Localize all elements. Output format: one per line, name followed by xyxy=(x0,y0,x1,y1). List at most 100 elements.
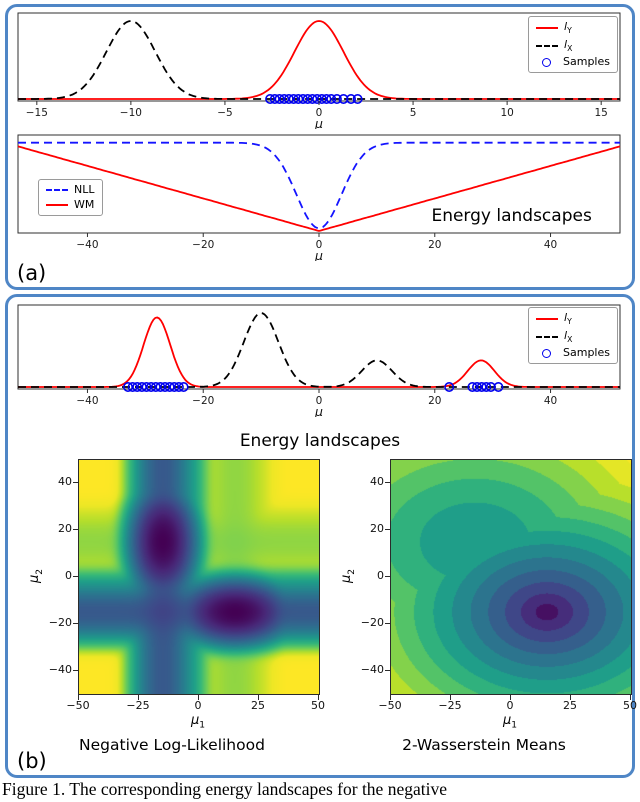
x-tick-mark xyxy=(318,695,319,700)
sample-marker xyxy=(321,94,332,105)
curve-lX xyxy=(18,20,620,100)
sample-marker xyxy=(481,382,492,393)
sample-marker xyxy=(136,382,147,393)
dashed-line-marker xyxy=(46,189,68,192)
x-tick-label: 50 xyxy=(623,699,637,712)
dashed-line-marker xyxy=(536,44,559,47)
sample-marker xyxy=(164,382,175,393)
sample-marker xyxy=(485,382,496,393)
curve-lX xyxy=(18,312,620,388)
x-tick-label: 25 xyxy=(251,699,265,712)
x-tick-mark xyxy=(138,695,139,700)
y-tick-mark xyxy=(73,576,78,577)
sample-marker xyxy=(345,94,356,105)
b-densities-legend: lY lX Samples xyxy=(528,307,618,365)
heatmap-title: 2-Wasserstein Means xyxy=(402,736,566,754)
x-axis-label: μ xyxy=(314,404,323,417)
legend-label: Samples xyxy=(563,55,610,69)
sample-marker xyxy=(132,382,143,393)
y-tick-mark xyxy=(385,529,390,531)
legend-entry: lX xyxy=(536,328,610,345)
sample-marker xyxy=(279,94,290,105)
energy-landscapes-annotation: Energy landscapes xyxy=(431,206,591,226)
legend-entry: Samples xyxy=(536,56,610,68)
x-tick-mark xyxy=(198,695,199,700)
legend-label: NLL xyxy=(74,183,95,196)
sample-marker xyxy=(312,94,323,105)
axes-frame xyxy=(17,134,621,234)
y-tick-label: 40 xyxy=(58,475,72,489)
x-tick-label: 50 xyxy=(311,699,325,712)
sample-marker xyxy=(338,94,349,105)
a-densities-legend: lY lX Samples xyxy=(528,16,618,74)
panel-b: −40 −20 0 20 40 μ lY lX Samples Energy landscape… xyxy=(5,294,637,778)
y-tick-mark xyxy=(73,669,78,671)
legend-label: lY xyxy=(564,20,572,36)
x-tick-label: 20 xyxy=(428,395,441,407)
b-densities-plot: −40 −20 0 20 40 μ xyxy=(17,304,621,419)
x-tick-label: −10 xyxy=(120,107,142,119)
circle-marker xyxy=(542,57,552,67)
legend-entry: Samples xyxy=(536,347,610,359)
sample-marker xyxy=(173,382,184,393)
legend-label: lY xyxy=(564,311,572,327)
x-axis-label: μ1 xyxy=(190,713,206,731)
chart-a-densities: −15 −10 −5 0 5 10 15 μ lY lX Samples xyxy=(14,11,624,131)
y-tick-label: −20 xyxy=(360,615,384,629)
x-tick-label: 10 xyxy=(500,107,513,119)
energy-landscapes-title: Energy landscapes xyxy=(239,431,401,451)
chart-a-energy-landscape: −40 −20 0 20 40 μ Energy landscapes NLL WM xyxy=(14,133,624,263)
y-axis-label: μ2 xyxy=(339,568,357,584)
legend-label: lX xyxy=(564,328,573,344)
sample-marker xyxy=(302,94,313,105)
y-tick-mark xyxy=(385,669,390,671)
x-tick-mark xyxy=(78,695,79,700)
sample-marker xyxy=(265,94,276,105)
sample-marker xyxy=(288,94,299,105)
sample-marker xyxy=(150,382,161,393)
figure-caption: Figure 1. The corresponding energy lands… xyxy=(2,779,447,799)
legend-label: Samples xyxy=(563,346,610,360)
sample-marker xyxy=(169,382,180,393)
x-tick-label: 40 xyxy=(544,395,557,407)
x-tick-mark xyxy=(258,695,259,700)
x-tick-label: 0 xyxy=(316,239,323,251)
x-tick-label: −40 xyxy=(76,395,98,407)
sample-marker xyxy=(155,382,166,393)
legend-entry: lY xyxy=(536,311,610,327)
sample-marker xyxy=(178,382,189,393)
sample-marker xyxy=(471,382,482,393)
x-tick-label: 0 xyxy=(316,107,323,119)
y-tick-label: 40 xyxy=(370,475,384,489)
y-tick-label: −40 xyxy=(360,662,384,676)
sample-marker xyxy=(127,382,138,393)
sample-marker xyxy=(146,382,157,393)
heatmap-title: Negative Log-Likelihood xyxy=(79,736,265,754)
legend-label: WM xyxy=(74,198,95,212)
sample-marker xyxy=(274,94,285,105)
sample-marker xyxy=(352,94,363,105)
chart-b-densities: −40 −20 0 20 40 μ lY lX Samples xyxy=(14,303,624,419)
y-tick-label: 20 xyxy=(370,522,384,536)
y-tick-label: 0 xyxy=(65,569,72,582)
y-tick-mark xyxy=(73,482,78,484)
sample-marker xyxy=(283,94,294,105)
heatmap-negative-log-likelihood: −40 −20 0 20 40 −50 −25 0 25 50 μ2 μ1 Negative Log-L… xyxy=(22,455,325,767)
nll-heatmap-canvas xyxy=(78,459,320,695)
a-energy-plot: −40 −20 0 20 40 μ Energy landscapes xyxy=(17,134,621,263)
sample-marker xyxy=(476,382,487,393)
axes-frame xyxy=(17,304,621,390)
y-axis-label: μ2 xyxy=(27,568,45,584)
y-tick-mark xyxy=(385,622,390,624)
x-tick-label: −5 xyxy=(217,107,232,119)
heatmap-2-wasserstein-means: −40 −20 0 20 40 −50 −25 0 25 50 μ2 μ1 2-Wasserstein … xyxy=(334,455,637,767)
sample-marker xyxy=(316,94,327,105)
x-tick-label: 20 xyxy=(428,239,441,251)
x-tick-mark xyxy=(570,695,571,700)
wm-heatmap-canvas xyxy=(390,459,632,695)
x-tick-label: −40 xyxy=(76,239,98,251)
sample-marker xyxy=(444,382,455,393)
x-tick-label: 0 xyxy=(194,699,202,712)
legend-entry: lX xyxy=(536,38,610,54)
sample-marker xyxy=(307,94,318,105)
